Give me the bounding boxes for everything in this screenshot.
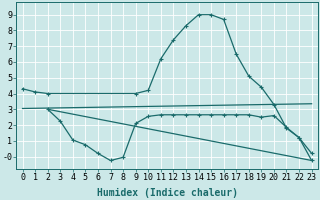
X-axis label: Humidex (Indice chaleur): Humidex (Indice chaleur) [97, 188, 237, 198]
